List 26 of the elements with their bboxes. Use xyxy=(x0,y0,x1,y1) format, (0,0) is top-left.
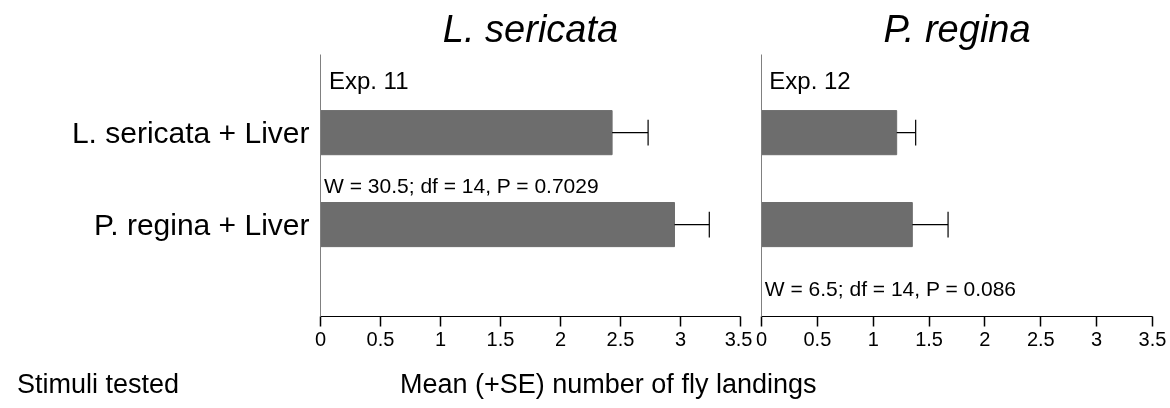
x-tick-label: 1.5 xyxy=(915,327,943,350)
x-tick-label: 2.5 xyxy=(606,327,635,350)
annotation: Exp. 11 xyxy=(328,67,409,95)
y-tick-label: P. regina + Liver xyxy=(94,208,310,242)
chart-title: P. regina xyxy=(883,7,1031,50)
x-tick-label: 0 xyxy=(314,327,327,350)
annotation: W = 30.5; df = 14, P = 0.7029 xyxy=(324,173,599,197)
x-tick-label: 2 xyxy=(979,327,991,350)
x-tick-label: 2.5 xyxy=(1026,327,1055,350)
x-tick-label: 3.5 xyxy=(1138,327,1167,350)
x-tick-label: 0.5 xyxy=(366,327,395,350)
x-tick-label: 1.5 xyxy=(486,327,515,350)
x-tick-label: 3.5 xyxy=(724,327,753,350)
x-tick-label: 2 xyxy=(554,327,567,350)
x-tick-label: 3 xyxy=(1091,327,1103,350)
x-tick-label: 1 xyxy=(867,327,879,350)
x-tick-label: 3 xyxy=(674,327,687,350)
x-tick-label: 0.5 xyxy=(803,327,832,350)
y-axis-title: Stimuli tested xyxy=(17,368,180,401)
x-axis-title: Mean (+SE) number of fly landings xyxy=(400,368,817,401)
y-tick-label: L. sericata + Liver xyxy=(71,116,310,150)
chart-title: L. sericata xyxy=(442,7,619,50)
x-tick-label: 0 xyxy=(755,327,768,350)
x-tick-label: 1 xyxy=(434,327,447,350)
annotation: W = 6.5; df = 14, P = 0.086 xyxy=(764,276,1017,300)
annotation: Exp. 12 xyxy=(769,67,851,95)
